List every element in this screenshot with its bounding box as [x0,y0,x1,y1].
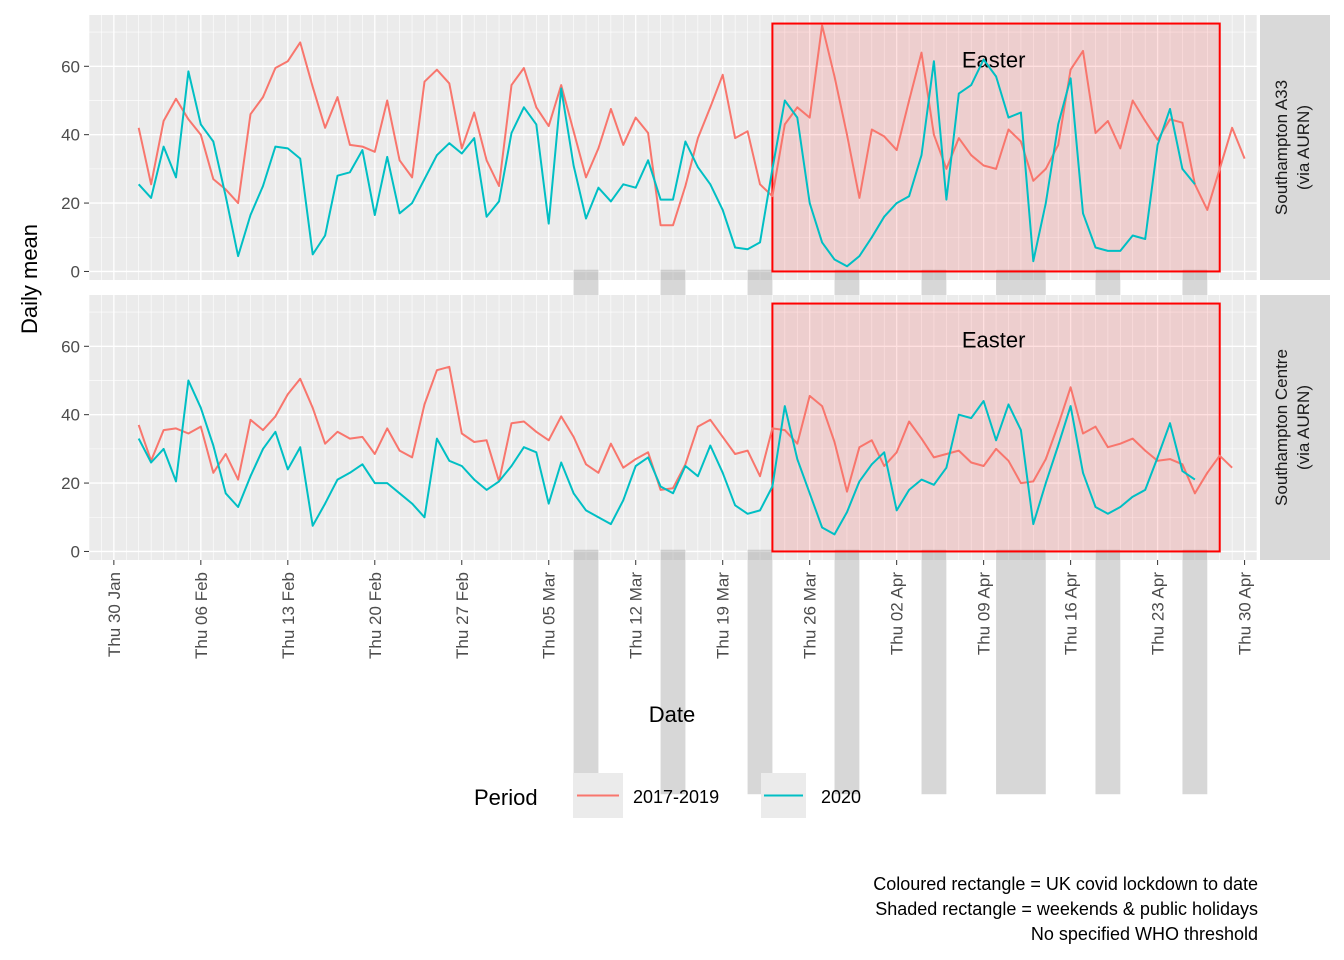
series-line-2020 [137,58,1196,268]
x-tick-label: Thu 16 Apr [1062,572,1081,656]
series-line-2020 [137,379,1196,536]
x-axis-ticks: Thu 30 Jan Thu 06 Feb Thu 13 Feb Thu 20 Feb… [105,560,1255,659]
facet-panel: Easter 0 20 40 60 Southampton Centre (via AURN… [61,295,1330,795]
facet-strip-label: (via AURN) [1294,385,1313,470]
weekend-shading [834,549,860,795]
x-tick-label: Thu 26 Mar [801,572,820,659]
x-tick-label: Thu 02 Apr [888,572,907,656]
y-tick-label: 40 [61,406,80,425]
x-tick-label: Thu 12 Mar [627,572,646,659]
x-tick-label: Thu 13 Feb [279,572,298,659]
facet-strip-label: Southampton A33 [1272,80,1291,215]
y-tick-label: 40 [61,126,80,145]
caption-line-3: No specified WHO threshold [1031,924,1258,944]
caption-line-2: Shaded rectangle = weekends & public hol… [875,899,1258,919]
legend: Period 2017-2019 2020 [474,773,861,818]
facet-strip [1260,295,1330,560]
legend-label-2020: 2020 [821,787,861,807]
series-line-2017-2019 [137,365,1233,495]
x-axis-title: Date [649,702,695,727]
facet-strip-label: Southampton Centre [1272,349,1291,506]
weekend-shading [660,549,686,795]
y-tick-label: 20 [61,194,80,213]
y-tick-label: 60 [61,337,80,356]
legend-label-2017-2019: 2017-2019 [633,787,719,807]
weekend-shading [1182,549,1208,795]
x-tick-label: Thu 05 Mar [540,572,559,659]
x-tick-label: Thu 30 Apr [1236,572,1255,656]
x-tick-label: Thu 23 Apr [1149,572,1168,656]
series-line-2017-2019 [137,24,1246,227]
weekend-shading [996,549,1046,795]
facet-strip [1260,15,1330,280]
easter-annotation: Easter [962,47,1026,72]
x-tick-label: Thu 19 Mar [714,572,733,659]
weekend-shading [573,549,599,795]
lockdown-rectangle [771,22,1221,273]
y-axis-title: Daily mean [17,224,42,334]
x-tick-label: Thu 09 Apr [975,572,994,656]
easter-annotation: Easter [962,327,1026,352]
y-tick-label: 0 [71,542,80,561]
y-tick-label: 20 [61,474,80,493]
weekend-shading [747,549,773,795]
caption: Coloured rectangle = UK covid lockdown t… [873,874,1258,944]
legend-title: Period [474,785,538,810]
facet-strip-label: (via AURN) [1294,105,1313,190]
weekend-shading [1095,549,1121,795]
caption-line-1: Coloured rectangle = UK covid lockdown t… [873,874,1258,894]
x-tick-label: Thu 20 Feb [366,572,385,659]
x-tick-label: Thu 27 Feb [453,572,472,659]
y-tick-label: 60 [61,57,80,76]
x-tick-label: Thu 30 Jan [105,572,124,657]
x-tick-label: Thu 06 Feb [192,572,211,659]
weekend-shading [921,549,947,795]
y-tick-label: 0 [71,262,80,281]
